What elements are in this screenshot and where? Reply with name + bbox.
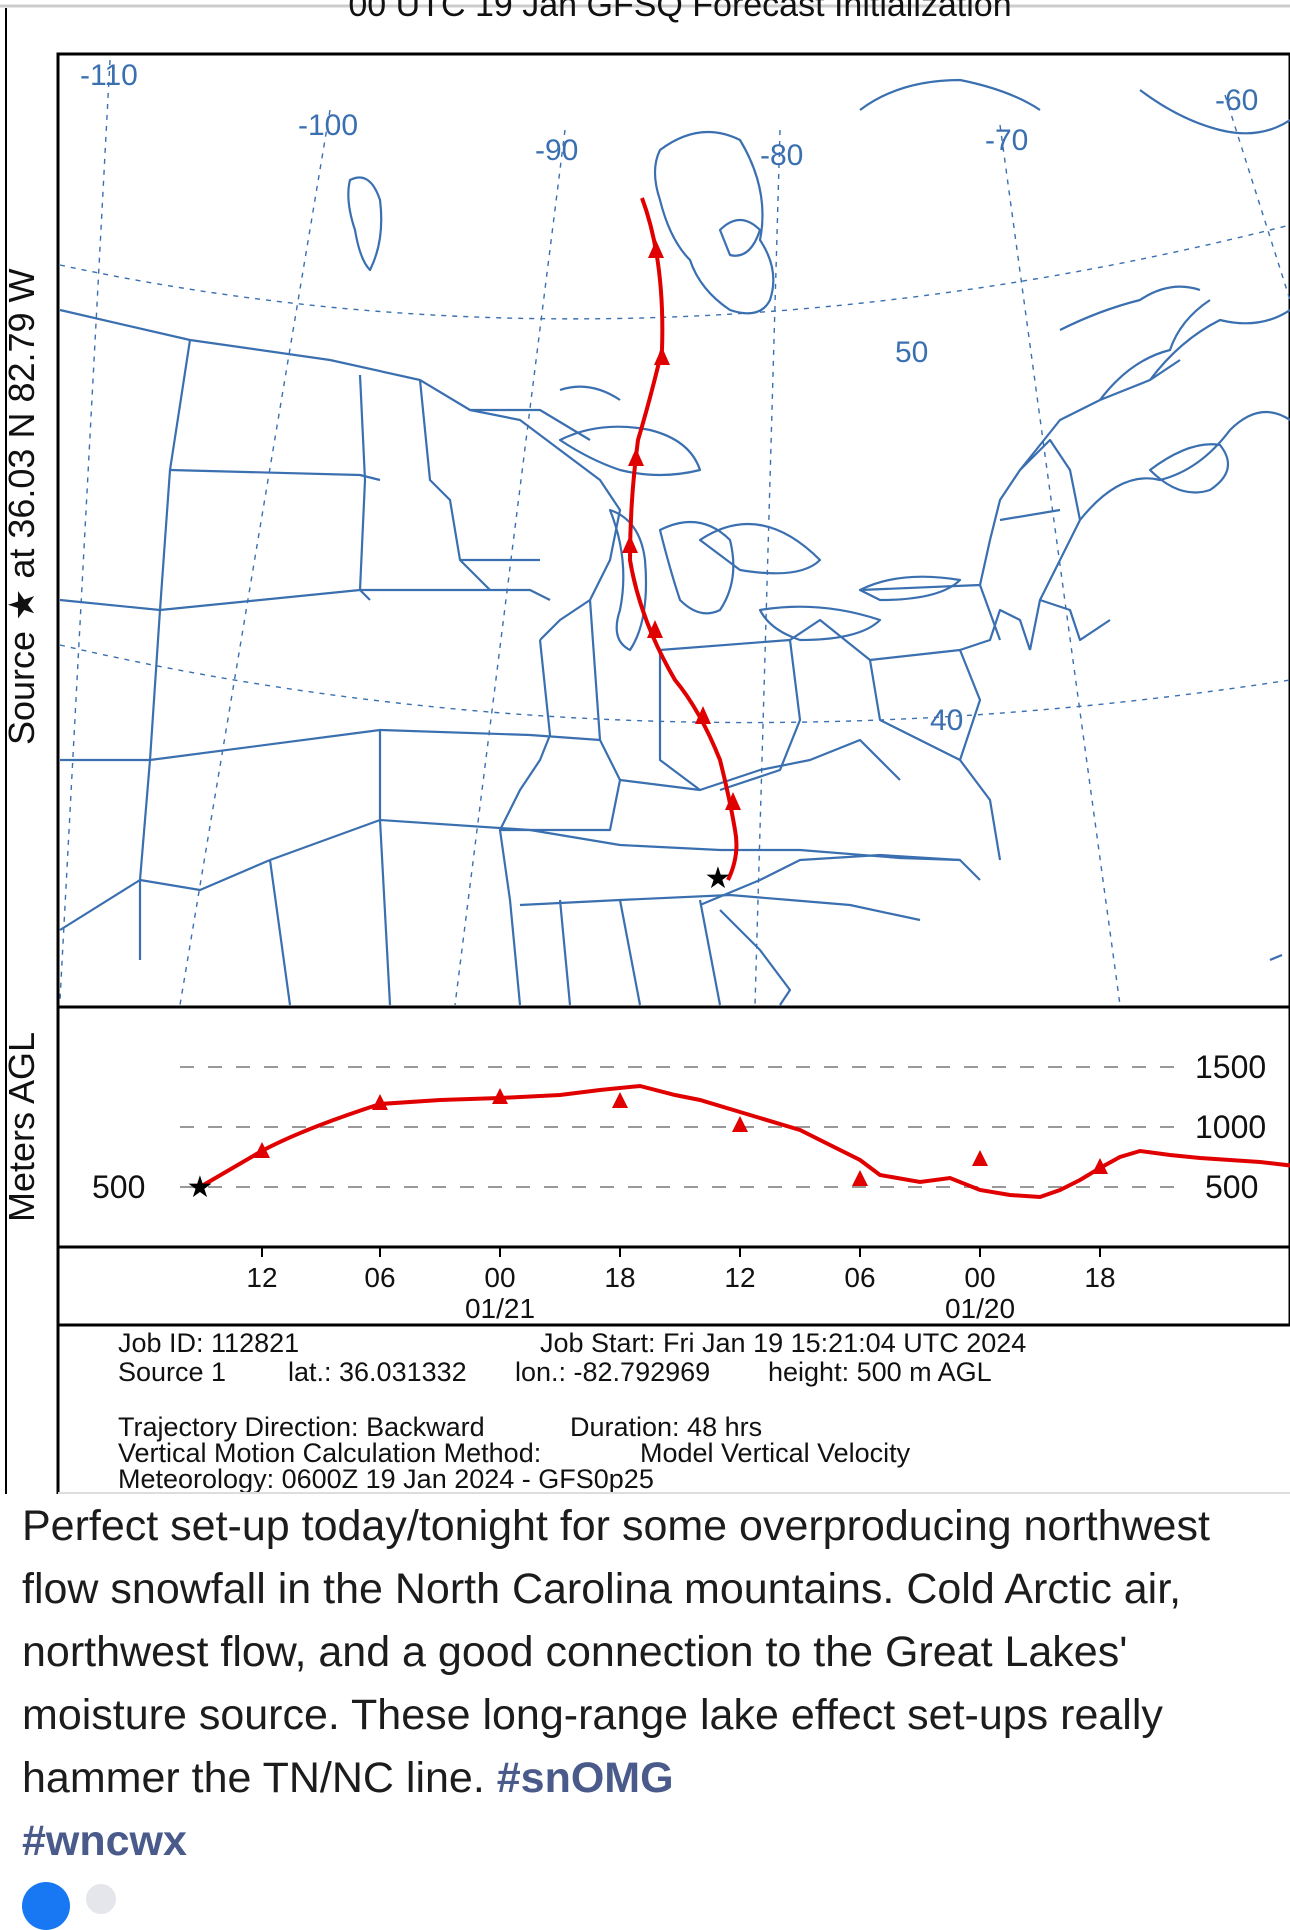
height-label: 1500 [1195, 1049, 1266, 1085]
source-height-label: 500 [92, 1169, 145, 1205]
lon-label: -110 [80, 59, 138, 92]
height-label: 500 [1205, 1169, 1258, 1205]
lon-label: -80 [760, 139, 803, 172]
lon-label: -90 [535, 134, 578, 167]
trajectory-marker [654, 347, 670, 365]
time-tick: 12 [246, 1262, 277, 1293]
trajectory-marker [725, 792, 741, 810]
lon-label: -70 [985, 124, 1028, 157]
job-start: Job Start: Fri Jan 19 15:21:04 UTC 2024 [540, 1328, 1026, 1358]
trajectory-direction: Trajectory Direction: Backward [118, 1412, 485, 1442]
trajectory-marker [647, 620, 663, 638]
height-marker [254, 1142, 270, 1158]
hashtag-link[interactable]: #wncwx [22, 1817, 187, 1865]
height-marker [972, 1150, 988, 1166]
trajectory-duration: Duration: 48 hrs [570, 1412, 762, 1442]
height-label: 1000 [1195, 1109, 1266, 1145]
trajectory-marker [695, 706, 711, 724]
reaction-icon[interactable] [22, 1882, 70, 1930]
trajectory-path: ★ [622, 197, 741, 896]
lon-label: -60 [1215, 84, 1258, 117]
lat-label: 50 [895, 336, 928, 369]
source-name: Source 1 [118, 1357, 226, 1387]
trajectory-figure: 00 UTC 19 Jan GFSQ Forecast Initializati… [0, 0, 1290, 1494]
height-marker [852, 1170, 868, 1186]
date-label: 01/20 [945, 1293, 1015, 1324]
height-profile [198, 1083, 1290, 1200]
post-caption: Perfect set-up today/tonight for some ov… [22, 1495, 1272, 1873]
lat-label: 40 [930, 704, 963, 737]
source-height: height: 500 m AGL [768, 1357, 992, 1387]
state-boundaries [59, 78, 1290, 1006]
trajectory-marker [648, 240, 664, 258]
height-panel: 1500 1000 500 500 ★ [56, 1005, 1290, 1249]
post-text: Perfect set-up today/tonight for some ov… [22, 1502, 1210, 1802]
time-axis-panel: 12 06 00 18 12 06 00 18 01/21 01/20 [56, 1245, 1290, 1327]
time-tick: 00 [964, 1262, 995, 1293]
reaction-icon[interactable] [86, 1884, 116, 1914]
job-info: Job ID: 112821 Job Start: Fri Jan 19 15:… [118, 1328, 1026, 1494]
time-tick: 12 [724, 1262, 755, 1293]
lon-label: -100 [298, 109, 358, 142]
job-id: Job ID: 112821 [118, 1328, 299, 1358]
height-marker [732, 1116, 748, 1132]
time-tick: 18 [604, 1262, 635, 1293]
hashtag-link[interactable]: #snOMG [496, 1754, 674, 1802]
vertical-method-value: Model Vertical Velocity [640, 1438, 911, 1468]
trajectory-marker [628, 448, 644, 466]
time-tick: 00 [484, 1262, 515, 1293]
trajectory-marker [622, 535, 638, 553]
figure-title: 00 UTC 19 Jan GFSQ Forecast Initializati… [348, 0, 1011, 24]
meteorology: Meteorology: 0600Z 19 Jan 2024 - GFS0p25 [118, 1464, 654, 1494]
vertical-method: Vertical Motion Calculation Method: [118, 1438, 541, 1468]
time-tick: 06 [844, 1262, 875, 1293]
side-label-meters: Meters AGL [1, 1032, 42, 1222]
date-label: 01/21 [465, 1293, 535, 1324]
side-label-source: Source ★ at 36.03 N 82.79 W [1, 268, 42, 745]
source-star-icon: ★ [187, 1170, 214, 1205]
time-tick: 18 [1084, 1262, 1115, 1293]
height-marker [1092, 1158, 1108, 1174]
graticule [59, 59, 1290, 1006]
source-lat: lat.: 36.031332 [288, 1357, 467, 1387]
source-star-icon: ★ [705, 861, 732, 896]
time-tick: 06 [364, 1262, 395, 1293]
height-marker [612, 1092, 628, 1108]
height-marker [372, 1094, 388, 1110]
height-marker [492, 1088, 508, 1104]
source-lon: lon.: -82.792969 [515, 1357, 710, 1387]
map-panel: -110 -100 -90 -80 -70 -60 50 40 [56, 52, 1290, 1009]
